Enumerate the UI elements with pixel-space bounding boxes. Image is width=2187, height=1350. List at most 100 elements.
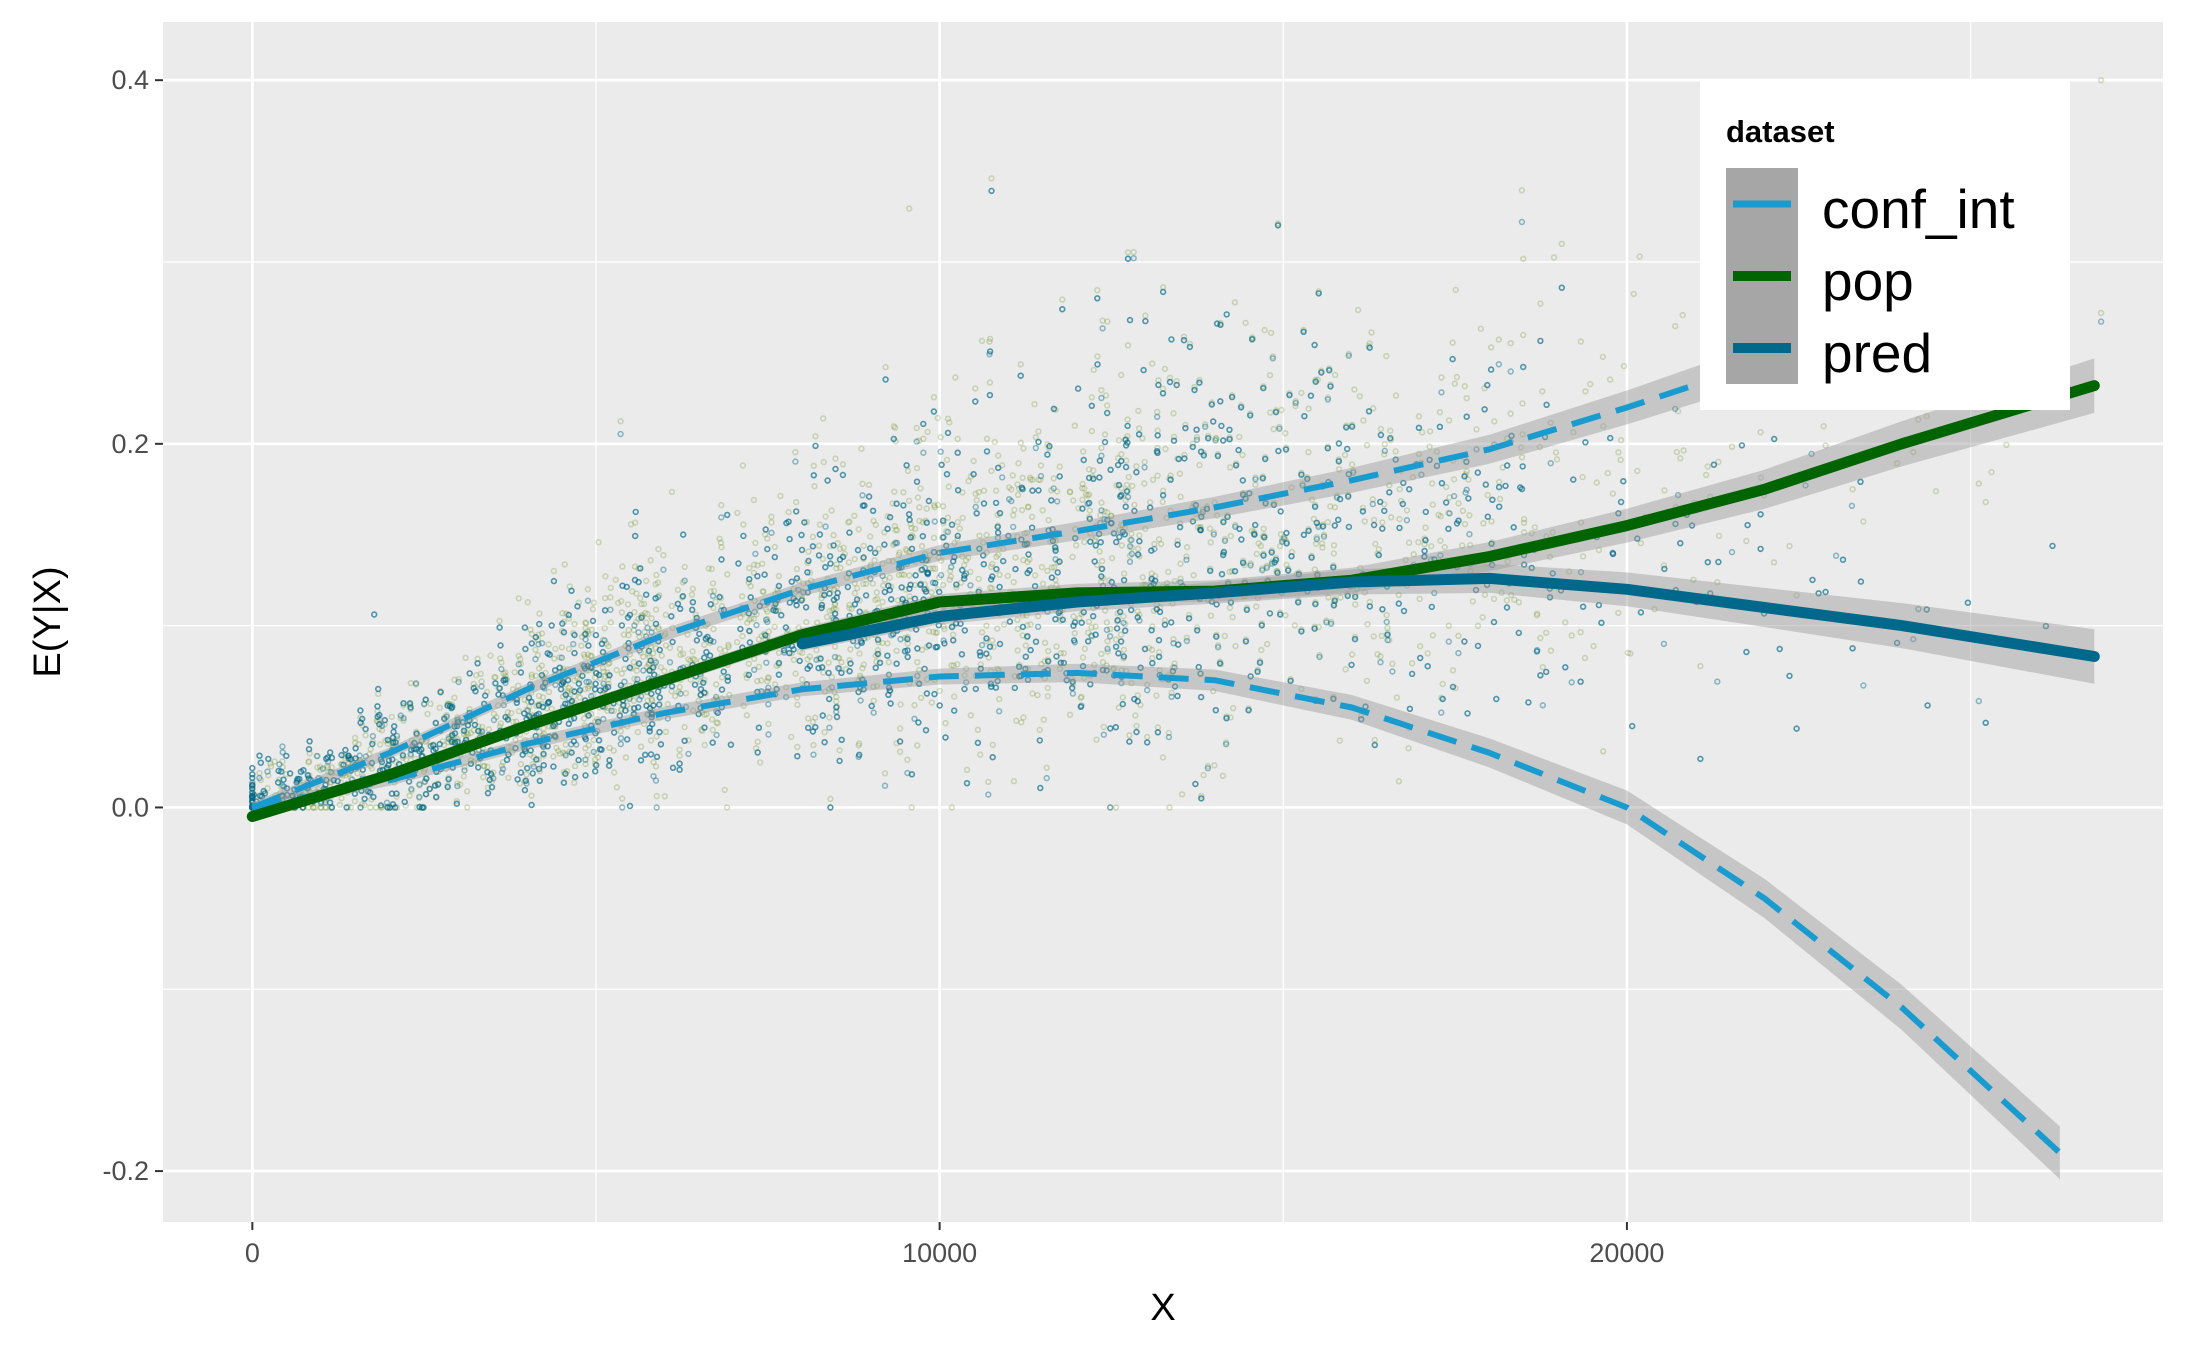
pop-point (1549, 529, 1556, 536)
pop-point (906, 572, 913, 579)
pop-point (648, 697, 656, 704)
pop-point (1196, 461, 1203, 469)
pop-point (413, 728, 420, 735)
pop-point (1372, 540, 1379, 548)
pop-point (1252, 603, 1260, 610)
pop-point (1135, 407, 1142, 415)
pop-point (988, 585, 996, 592)
pop-point (1426, 428, 1434, 435)
pop-point (422, 696, 429, 704)
pop-point (249, 792, 256, 800)
pop-point (1366, 598, 1374, 606)
pop-point (578, 642, 585, 649)
pop-point (1327, 503, 1334, 510)
pop-point (679, 594, 686, 601)
pop-point (328, 764, 336, 771)
pop-point (1162, 445, 1169, 453)
pop-point (833, 583, 840, 591)
pop-point (1089, 473, 1096, 480)
pop-point (908, 532, 916, 539)
pop-point (1267, 329, 1275, 337)
pop-point (1019, 632, 1026, 639)
pop-point (1371, 736, 1379, 744)
pop-point (1039, 580, 1047, 587)
pop-point (827, 795, 834, 803)
pop-point (747, 615, 755, 622)
pop-point (604, 704, 612, 711)
pop-point (697, 691, 704, 699)
pop-point (1203, 503, 1211, 510)
pop-point (1060, 650, 1068, 657)
pop-point (743, 619, 751, 627)
pop-point (771, 623, 778, 631)
pop-point (631, 519, 639, 526)
pop-point (606, 744, 613, 751)
pop-point (1599, 748, 1607, 755)
pop-point (1351, 386, 1358, 393)
pop-point (1453, 373, 1461, 381)
pop-point (934, 414, 941, 422)
pop-point (567, 698, 575, 706)
pop-point (750, 561, 758, 568)
pop-point (1292, 402, 1299, 410)
pop-point (316, 763, 324, 770)
pop-point (820, 669, 827, 676)
pop-point (1024, 558, 1031, 566)
pop-point (449, 701, 456, 709)
pop-point (1586, 380, 1594, 388)
pop-point (467, 729, 475, 737)
pop-point (891, 522, 899, 530)
pop-point (652, 580, 659, 588)
pop-point (460, 773, 468, 780)
pop-point (983, 549, 990, 556)
pop-point (1330, 600, 1338, 607)
pop-point (851, 580, 858, 587)
pop-point (1139, 435, 1146, 442)
pop-point (1216, 658, 1224, 665)
pop-point (487, 652, 494, 659)
pop-point (571, 693, 578, 700)
pop-point (488, 772, 496, 779)
pop-point (599, 664, 607, 672)
pop-point (565, 645, 573, 653)
pop-point (1374, 650, 1381, 658)
pop-point (946, 576, 953, 583)
pop-point (1207, 612, 1215, 619)
pop-point (1743, 537, 1750, 545)
pop-point (788, 649, 795, 657)
pop-point (1272, 407, 1280, 414)
pop-point (1261, 326, 1268, 334)
pop-point (875, 639, 882, 646)
pop-point (930, 628, 937, 636)
pop-point (1148, 360, 1156, 367)
pop-point (338, 760, 345, 767)
pop-point (1283, 561, 1290, 569)
pop-point (1245, 705, 1252, 712)
pop-point (630, 658, 637, 666)
pop-point (1392, 392, 1400, 399)
pop-point (470, 758, 478, 766)
pop-point (1387, 514, 1395, 521)
pop-point (440, 741, 448, 749)
pop-point (1495, 478, 1503, 486)
pop-point (1325, 594, 1332, 601)
pop-point (362, 732, 369, 739)
pop-point (668, 602, 676, 610)
pop-point (306, 750, 313, 757)
pop-point (1379, 519, 1386, 526)
pop-point (1305, 405, 1312, 412)
pop-point (1048, 487, 1055, 494)
pop-point (1295, 569, 1303, 576)
pop-point (505, 743, 512, 751)
pop-point (599, 636, 607, 644)
pop-point (986, 335, 994, 343)
pop-point (724, 571, 731, 578)
pop-point (477, 670, 484, 677)
pop-point (1090, 366, 1097, 374)
pop-point (949, 631, 957, 638)
pop-point (1520, 529, 1528, 536)
pop-point (1094, 287, 1101, 294)
pop-point (1011, 506, 1018, 514)
pop-point (900, 571, 908, 578)
pop-point (895, 551, 903, 559)
